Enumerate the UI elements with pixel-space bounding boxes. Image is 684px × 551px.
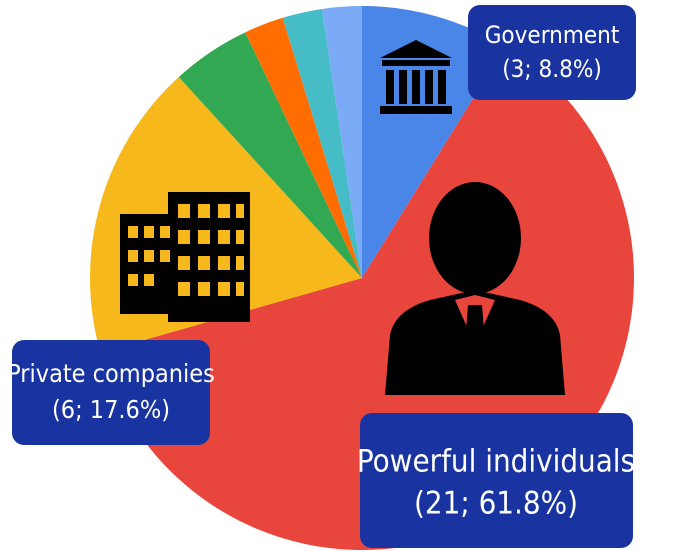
label-box	[360, 413, 633, 548]
person-icon	[385, 182, 565, 395]
slice-label: Private companies	[7, 359, 215, 388]
government-icon	[380, 40, 452, 114]
pie-slice	[321, 6, 362, 278]
pie-slice	[178, 32, 362, 279]
pie-slice	[245, 17, 362, 279]
value-label: (6; 17.6%)	[52, 395, 170, 424]
label-box	[12, 340, 210, 445]
slice-label: Government	[485, 21, 620, 49]
slice-label: Powerful individuals	[357, 444, 635, 480]
label-box	[468, 5, 636, 100]
value-label: (21; 61.8%)	[414, 486, 578, 522]
company-icon	[120, 192, 250, 322]
value-label: (3; 8.8%)	[502, 55, 602, 83]
pie-slice	[282, 8, 362, 279]
